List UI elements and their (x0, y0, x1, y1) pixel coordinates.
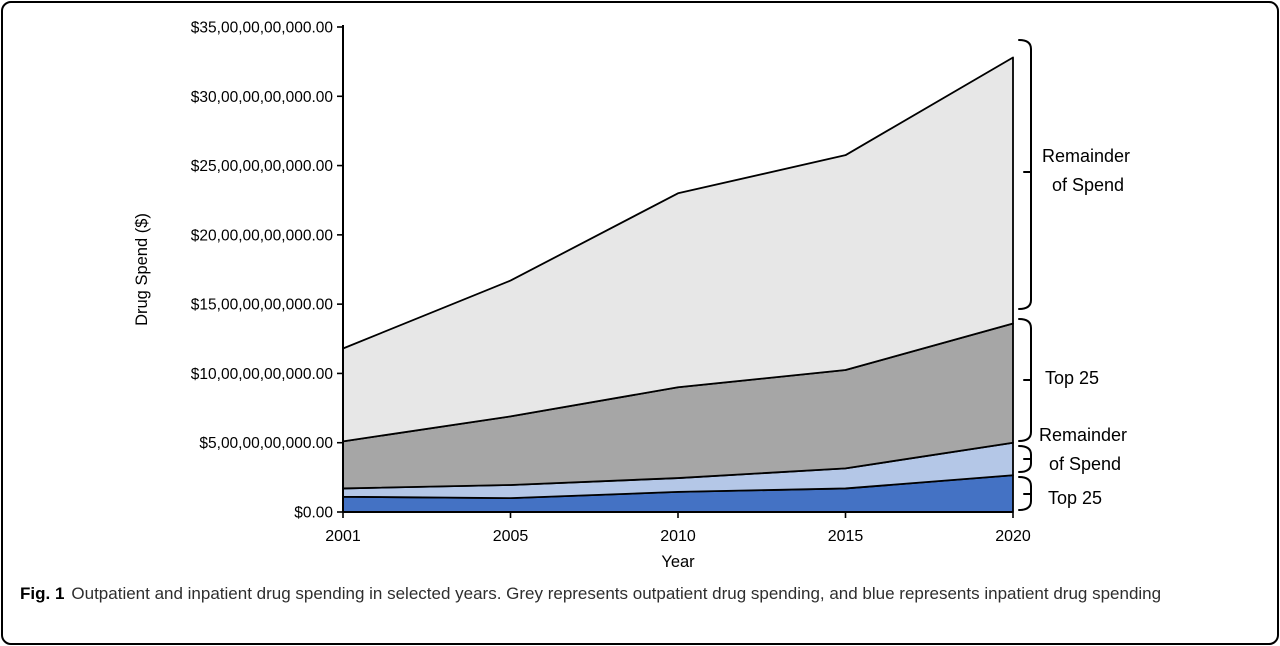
stacked-area-chart: $0.00 $5,00,00,00,000.00 $10,00,00,00,000.… (133, 20, 1130, 572)
x-tick-label: 2001 (325, 528, 361, 545)
annotation-label: Remainder (1039, 425, 1127, 445)
annotation-label: of Spend (1049, 454, 1121, 474)
x-tick-label: 2010 (660, 528, 696, 545)
annotation-label: Top 25 (1045, 368, 1099, 388)
annotation-label: Remainder (1042, 146, 1130, 166)
y-tick-label: $10,00,00,00,000.00 (191, 366, 334, 383)
y-axis-title: Drug Spend ($) (133, 213, 151, 326)
x-axis-title: Year (661, 553, 695, 571)
annotation-brace (1018, 445, 1032, 473)
x-tick-label: 2005 (493, 528, 529, 545)
figure-caption: Fig. 1 Outpatient and inpatient drug spen… (20, 581, 1266, 606)
x-tick-label: 2020 (995, 528, 1031, 545)
figure-label: Fig. 1 (20, 584, 65, 603)
annotation-brace (1018, 39, 1032, 310)
y-tick-label: $35,00,00,00,000.00 (191, 20, 334, 37)
y-tick-label: $20,00,00,00,000.00 (191, 227, 334, 244)
y-tick-label: $15,00,00,00,000.00 (191, 297, 334, 314)
y-tick-label: $0.00 (294, 505, 333, 522)
x-tick-label: 2015 (828, 528, 864, 545)
figure-caption-text: Outpatient and inpatient drug spending i… (71, 584, 1162, 603)
annotation-label: Top 25 (1048, 488, 1102, 508)
annotation-brace (1018, 476, 1032, 511)
y-tick-label: $5,00,00,00,000.00 (199, 435, 333, 452)
annotation-label: of Spend (1052, 175, 1124, 195)
y-tick-label: $30,00,00,00,000.00 (191, 89, 334, 106)
y-tick-label: $25,00,00,00,000.00 (191, 158, 334, 175)
area-outpatient-remainder-of-spend (342, 56, 1014, 443)
annotation-brace (1018, 318, 1032, 442)
